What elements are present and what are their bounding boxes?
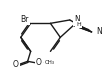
Text: N: N xyxy=(74,15,80,24)
Text: O: O xyxy=(13,60,19,69)
Text: Br: Br xyxy=(20,15,29,24)
Text: H: H xyxy=(76,22,81,27)
Text: N: N xyxy=(96,27,102,36)
Text: O: O xyxy=(36,58,42,67)
Text: CH₃: CH₃ xyxy=(45,60,55,65)
